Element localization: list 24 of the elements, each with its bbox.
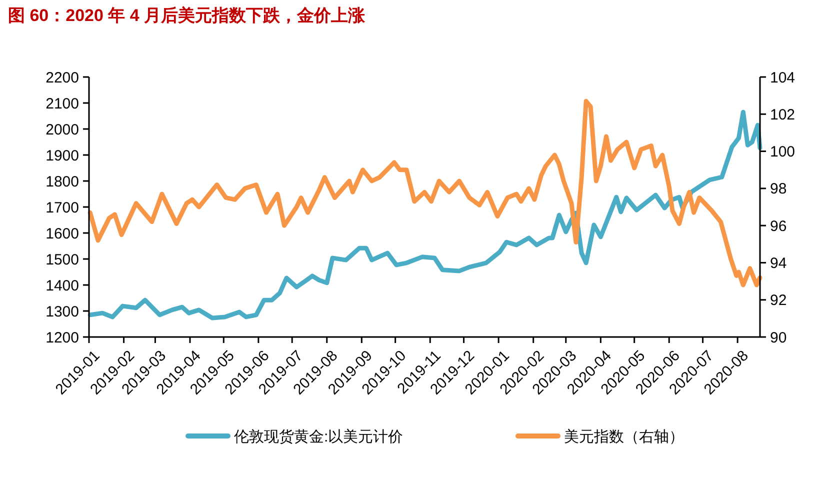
chart-title: 图 60：2020 年 4 月后美元指数下跌，金价上涨: [8, 6, 366, 25]
y-tick-label: 1600: [46, 225, 79, 242]
y-tick-label: 1700: [46, 199, 79, 216]
y2-tick-label: 102: [770, 106, 796, 124]
y2-tick-label: 90: [770, 329, 787, 346]
y-tick-label: 1400: [46, 277, 79, 294]
y2-tick-label: 96: [770, 218, 787, 235]
line-series: [88, 110, 762, 320]
line-series: [88, 98, 762, 288]
legend-label: 美元指数（右轴）: [564, 428, 684, 446]
y2-tick-label: 104: [770, 69, 796, 86]
y-tick-label: 1300: [46, 303, 79, 320]
y-tick-label: 1500: [46, 251, 79, 268]
y2-tick-label: 98: [770, 180, 787, 198]
y-tick-label: 1900: [46, 147, 79, 164]
legend-label: 伦敦现货黄金:以美元计价: [234, 428, 404, 446]
y-tick-label: 1200: [46, 329, 79, 346]
y2-tick-label: 100: [770, 144, 796, 161]
y-tick-label: 2000: [46, 121, 79, 138]
y2-tick-label: 94: [770, 254, 787, 272]
y-tick-label: 2200: [46, 69, 79, 86]
y-tick-label: 2100: [46, 95, 79, 112]
y2-tick-label: 92: [770, 292, 787, 310]
y-tick-label: 1800: [46, 173, 79, 190]
